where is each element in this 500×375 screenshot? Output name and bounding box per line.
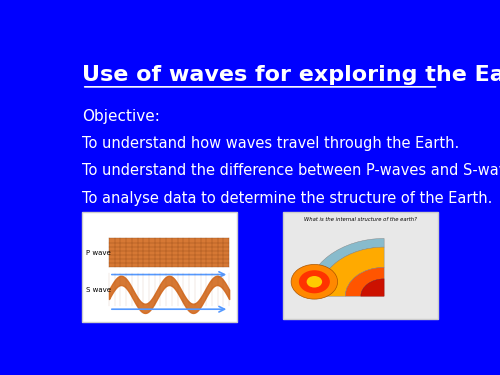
Wedge shape xyxy=(361,279,384,296)
Text: Objective:: Objective: xyxy=(82,108,160,123)
FancyBboxPatch shape xyxy=(284,213,438,320)
Wedge shape xyxy=(318,247,384,296)
Text: Use of waves for exploring the Earth: Use of waves for exploring the Earth xyxy=(82,65,500,85)
Circle shape xyxy=(291,264,338,299)
Text: To understand the difference between P-waves and S-waves.: To understand the difference between P-w… xyxy=(82,164,500,178)
FancyBboxPatch shape xyxy=(82,213,237,322)
Circle shape xyxy=(306,276,322,288)
Circle shape xyxy=(299,270,330,293)
Wedge shape xyxy=(306,238,384,296)
Text: P wave: P wave xyxy=(86,250,110,256)
FancyBboxPatch shape xyxy=(109,238,229,267)
Text: S wave: S wave xyxy=(86,287,111,293)
Text: To understand how waves travel through the Earth.: To understand how waves travel through t… xyxy=(82,136,459,151)
Text: To analyse data to determine the structure of the Earth.: To analyse data to determine the structu… xyxy=(82,191,492,206)
Text: What is the internal structure of the earth?: What is the internal structure of the ea… xyxy=(304,217,418,222)
Wedge shape xyxy=(346,267,384,296)
